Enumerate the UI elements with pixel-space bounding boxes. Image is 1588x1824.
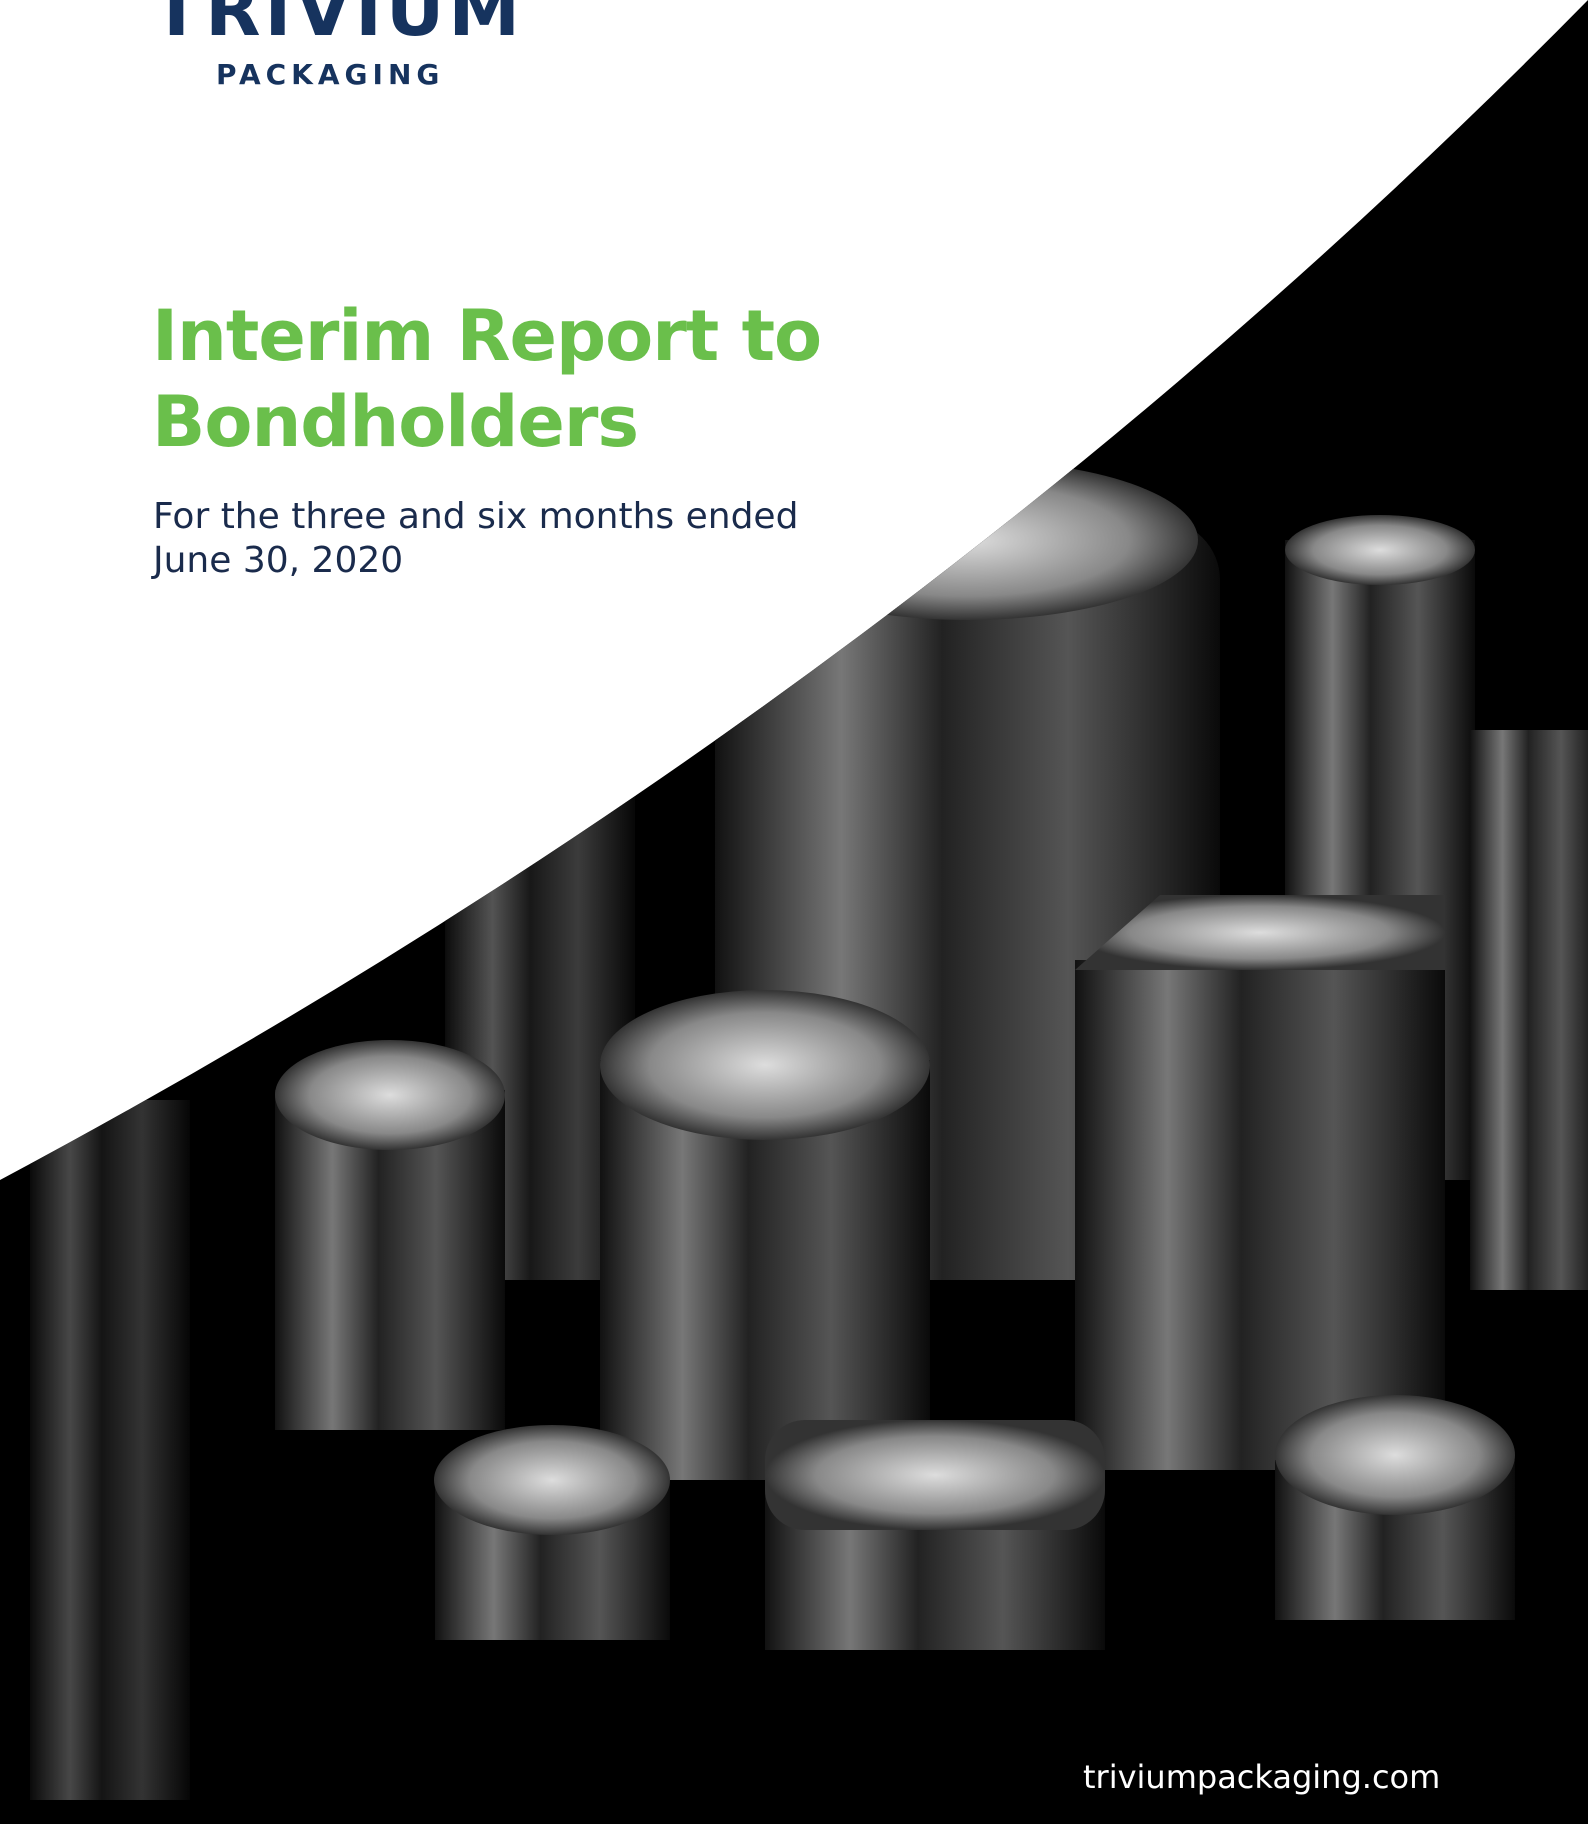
logo-name: TRIVIUM: [152, 0, 524, 52]
subtitle-line: June 30, 2020: [153, 540, 403, 581]
cover-image: [0, 0, 1588, 1824]
logo-tagline: PACKAGING: [216, 58, 444, 91]
website: triviumpackaging.com: [1083, 1758, 1440, 1796]
title-line: Bondholders: [152, 381, 638, 463]
page: TRIVIUM PACKAGING Interim Report to Bond…: [0, 0, 1588, 1824]
subtitle-line: For the three and six months ended: [153, 496, 798, 537]
title-line: Interim Report to: [152, 295, 821, 377]
